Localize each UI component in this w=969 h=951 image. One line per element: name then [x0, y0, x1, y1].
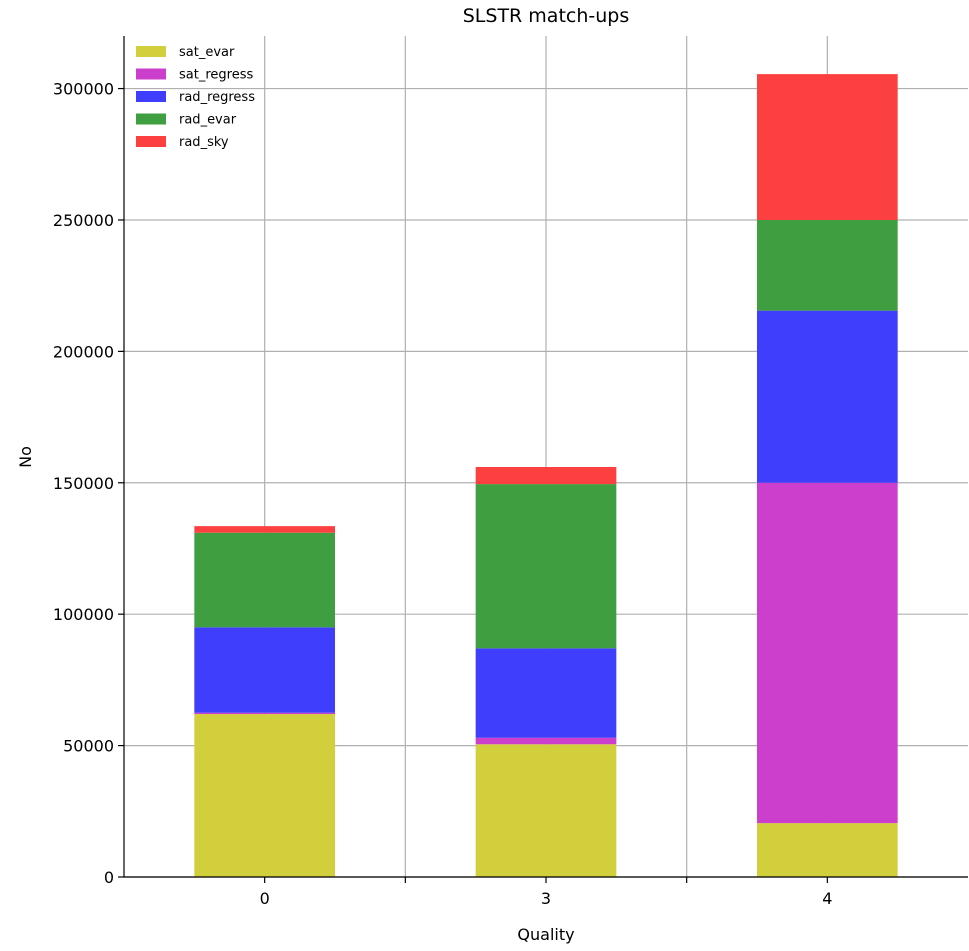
bar-sat_evar-0 — [194, 714, 335, 877]
legend-swatch-rad_regress — [136, 91, 166, 102]
legend-label-rad_sky: rad_sky — [179, 135, 229, 150]
chart-title: SLSTR match-ups — [463, 5, 630, 27]
axes-layer: 0 50000 100000 150000 200000 250000 300000 0 3 4 — [53, 36, 968, 908]
x-axis-label: Quality — [517, 925, 574, 944]
legend-swatch-sat_regress — [136, 68, 166, 80]
legend-swatch-rad_evar — [136, 113, 166, 125]
bar-sat_evar-4 — [757, 823, 898, 877]
y-tick-label: 150000 — [53, 474, 114, 493]
bar-rad_sky-4 — [757, 74, 898, 220]
x-tick-label: 0 — [260, 889, 270, 908]
y-tick-label: 300000 — [53, 80, 114, 99]
x-tick-label: 3 — [541, 889, 551, 908]
bar-sat_evar-3 — [475, 744, 617, 877]
legend-label-sat_evar: sat_evar — [179, 45, 235, 60]
legend-swatch-rad_sky — [136, 136, 166, 147]
y-tick-label: 200000 — [53, 342, 114, 361]
bar-sat_regress-4 — [757, 482, 898, 824]
bars-layer — [194, 74, 898, 877]
legend-swatch-sat_evar — [136, 46, 166, 57]
bar-rad_sky-0 — [194, 526, 335, 533]
y-axis-label: No — [16, 446, 35, 468]
legend-label-rad_regress: rad_regress — [179, 90, 255, 105]
bar-rad_evar-4 — [757, 219, 898, 311]
legend: sat_evar sat_regress rad_regress rad_evarra… — [136, 45, 255, 150]
bar-sat_regress-3 — [475, 737, 617, 745]
bar-sat_regress-0 — [194, 712, 335, 715]
y-tick-label: 0 — [104, 868, 114, 887]
legend-label-sat_regress: sat_regress — [179, 68, 253, 83]
legend-label-rad_evar: rad_evar — [179, 113, 237, 128]
y-tick-label: 250000 — [53, 211, 114, 230]
bar-rad_evar-0 — [194, 532, 335, 628]
bar-rad_sky-3 — [475, 467, 617, 485]
bar-rad_regress-0 — [194, 627, 335, 713]
bar-rad_evar-3 — [475, 484, 617, 649]
bar-rad_regress-4 — [757, 310, 898, 483]
x-tick-label: 4 — [822, 889, 832, 908]
bar-rad_regress-3 — [475, 648, 617, 738]
y-tick-label: 100000 — [53, 605, 114, 624]
y-tick-label: 50000 — [63, 737, 114, 756]
